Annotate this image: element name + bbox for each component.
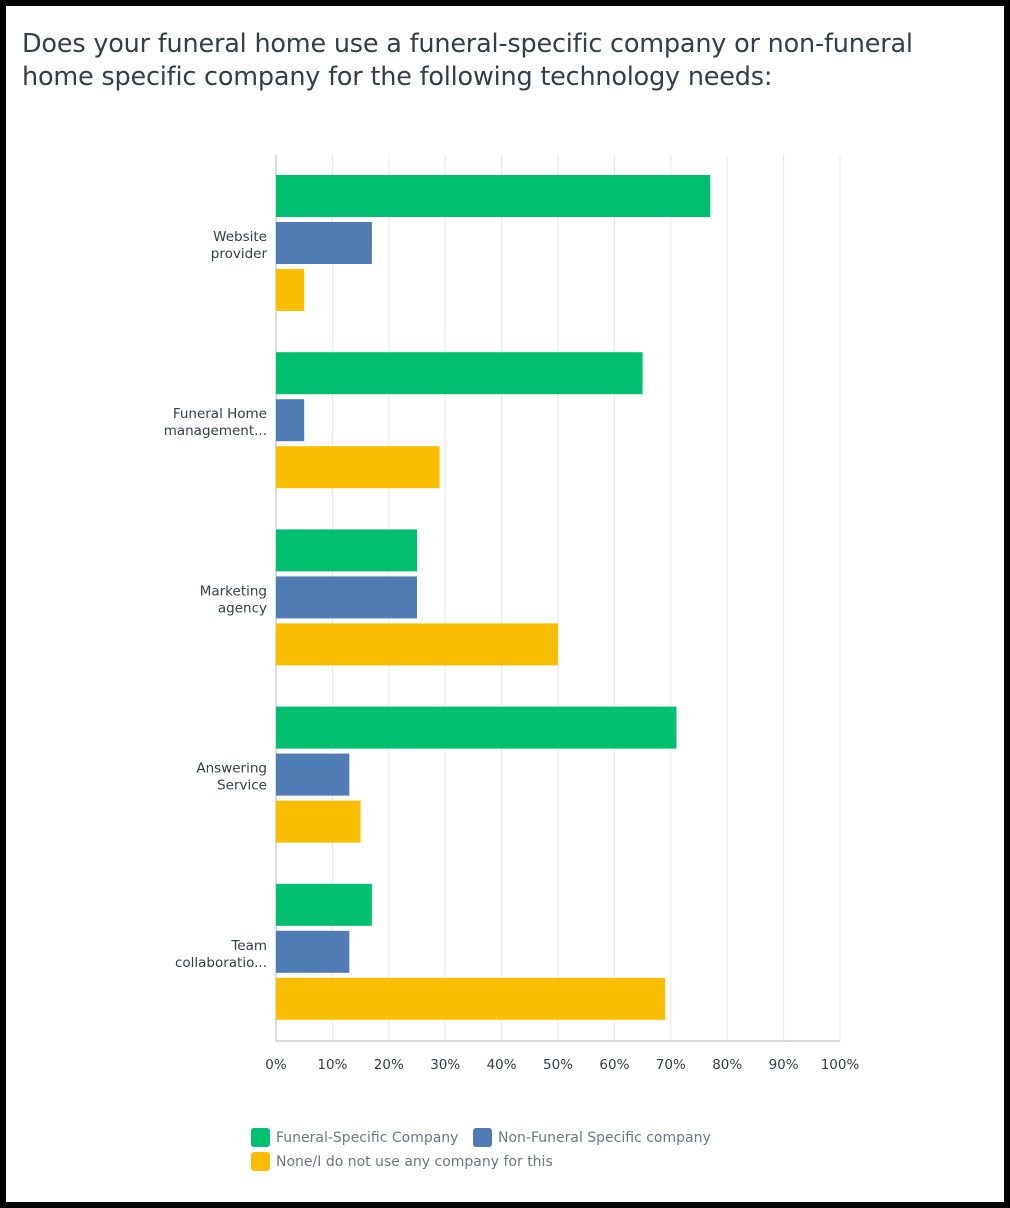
x-tick-label: 100% [821, 1057, 860, 1073]
legend-label-none: None/I do not use any company for this [276, 1153, 553, 1170]
category-label: Marketing agency [200, 583, 267, 616]
bar-funeral-specific [276, 883, 372, 926]
bar-funeral-specific [276, 175, 711, 217]
x-tick-label: 60% [599, 1057, 629, 1073]
x-tick-label: 40% [487, 1057, 517, 1073]
bar-none [276, 446, 440, 489]
legend-item-funeral-specific: Funeral-Specific Company [251, 1128, 458, 1147]
x-tick-label: 70% [656, 1057, 686, 1073]
x-tick-label: 80% [712, 1057, 742, 1073]
bar-non-funeral-specific [276, 930, 350, 973]
legend-label-non-funeral-specific: Non-Funeral Specific company [498, 1129, 711, 1146]
bar-none [276, 800, 361, 843]
legend-swatch-non-funeral-specific [473, 1128, 492, 1147]
bar-none [276, 623, 558, 666]
x-tick-label: 30% [430, 1057, 460, 1073]
bar-non-funeral-specific [276, 753, 350, 796]
legend-item-none: None/I do not use any company for this [251, 1152, 553, 1171]
x-tick-label: 90% [769, 1057, 799, 1073]
bar-non-funeral-specific [276, 576, 417, 619]
category-label: Team collaboratio... [175, 938, 267, 971]
legend-swatch-none [251, 1152, 270, 1171]
bar-non-funeral-specific [276, 222, 372, 264]
bar-funeral-specific [276, 529, 417, 572]
bar-non-funeral-specific [276, 399, 305, 442]
x-tick-label: 20% [374, 1057, 404, 1073]
chart-title: Does your funeral home use a funeral-spe… [22, 29, 913, 92]
category-label: Funeral Home management... [164, 406, 267, 439]
legend-label-funeral-specific: Funeral-Specific Company [276, 1129, 459, 1146]
x-tick-label: 50% [543, 1057, 573, 1073]
category-label: Website provider [211, 229, 268, 262]
bar-funeral-specific [276, 706, 677, 749]
bar-funeral-specific [276, 352, 643, 395]
legend-item-non-funeral-specific: Non-Funeral Specific company [473, 1128, 711, 1147]
legend-swatch-funeral-specific [251, 1128, 270, 1147]
category-label: Answering Service [196, 761, 267, 794]
x-tick-label: 10% [317, 1057, 347, 1073]
bar-none [276, 977, 666, 1020]
x-tick-label: 0% [265, 1057, 287, 1073]
bar-none [276, 269, 305, 311]
